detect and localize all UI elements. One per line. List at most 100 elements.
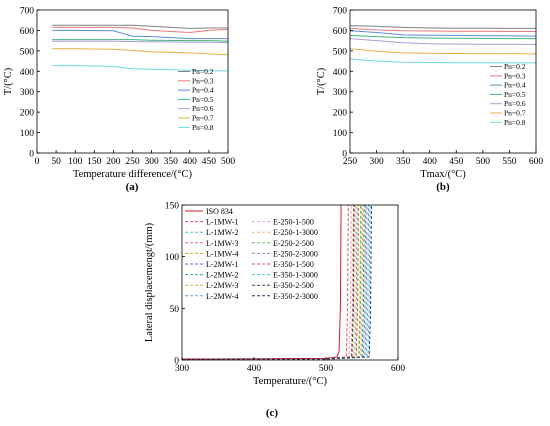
panel-a-series-line-4 [52, 39, 229, 42]
panel-b-legend-label: Pn=0.3 [504, 71, 526, 80]
panel-c-x-axis-title: Temperature/(°C) [253, 376, 328, 387]
panel-c-y-tick-label: 100 [165, 253, 180, 263]
panel-a-y-tick-label: 200 [20, 109, 35, 119]
panel-a-x-tick-label: 500 [221, 157, 236, 167]
panel-a-y-tick-label: 400 [20, 68, 35, 78]
panel-b-legend-label: Pn=0.7 [504, 109, 526, 118]
panel-c-legend-label: E-250-2-3000 [273, 249, 318, 258]
panel-a-legend-label: Pn=0.3 [192, 76, 214, 85]
panel-b-label: (b) [436, 181, 450, 193]
panel-c-y-tick-label: 0 [174, 357, 179, 367]
panel-a-x-tick-label: 0 [35, 157, 40, 167]
panel-a-x-tick-label: 200 [106, 157, 121, 167]
panel-b-plot-frame [349, 9, 537, 154]
panel-b-series-line-1 [349, 25, 536, 29]
panel-b-y-tick-label: 500 [333, 47, 348, 57]
panel-c-y-tick-label: 50 [170, 305, 180, 315]
panel-c-legend-label: E-250-2-500 [273, 239, 314, 248]
panel-a-y-tick-label: 700 [20, 7, 35, 17]
panel-c-y-axis-title: Lateral displacemengt/(mm) [144, 222, 155, 342]
panel-b-x-tick-label: 500 [476, 157, 491, 167]
panel-a-series-line-2 [52, 26, 229, 34]
panel-b-y-axis-title: T/(°C) [316, 67, 327, 95]
panel-a-y-tick-label: 0 [29, 150, 34, 160]
panel-a-y-axis-title: T/(°C) [3, 67, 14, 95]
panel-b-series-line-2 [349, 27, 536, 32]
panel-c-series-line-17 [181, 204, 372, 360]
panel-a-legend-label: Pn=0.4 [192, 86, 214, 95]
panel-a-legend-label: Pn=0.8 [192, 123, 214, 132]
panel-b-series-line-7 [349, 58, 536, 64]
panel-c-legend-label: E-350-1-500 [273, 260, 314, 269]
panel-c-label: (c) [266, 407, 279, 419]
panel-c-legend-label: L-1MW-3 [206, 239, 238, 248]
panel-c-legend-label: L-1MW-1 [206, 218, 238, 227]
panel-b-y-tick-label: 0 [342, 150, 347, 160]
panel-c-x-tick-label: 500 [319, 364, 334, 374]
panel-a-x-tick-label: 350 [164, 157, 179, 167]
panel-b-y-tick-label: 300 [333, 88, 348, 98]
panel-b-series-line-3 [349, 30, 537, 37]
panel-c-legend-label: E-350-1-3000 [273, 271, 318, 280]
panel-b-y-tick-label: 700 [333, 7, 348, 17]
panel-a-series-line-3 [52, 29, 228, 40]
panel-b-x-tick-label: 250 [343, 157, 358, 167]
panel-b-x-tick-label: 450 [449, 157, 464, 167]
panel-a-x-tick-label: 50 [51, 157, 61, 167]
panel-a-series-line-6 [52, 48, 229, 56]
panel-b-y-tick-label: 200 [333, 109, 348, 119]
panel-c-legend-label: ISO 834 [206, 207, 233, 216]
panel-c-legend-label: L-1MW-2 [206, 228, 238, 237]
panel-b-legend-label: Pn=0.4 [504, 81, 526, 90]
panel-c-legend-label: E-350-2-500 [273, 281, 314, 290]
panel-a-legend-label: Pn=0.6 [192, 104, 214, 113]
panel-b-x-tick-label: 600 [529, 157, 544, 167]
panel-b-x-tick-label: 550 [502, 157, 517, 167]
panel-b-x-tick-label: 350 [396, 157, 411, 167]
panel-b-legend-label: Pn=0.2 [504, 62, 526, 71]
panel-c-legend-label: L-2MW-3 [206, 281, 238, 290]
panel-b-legend-label: Pn=0.5 [504, 90, 526, 99]
panel-c-plot-frame [181, 204, 399, 361]
panel-b-y-tick-label: 600 [333, 27, 348, 37]
panel-a-y-tick-label: 100 [20, 129, 35, 139]
panel-c-legend-label: L-2MW-1 [206, 260, 238, 269]
panel-a-series-line-7 [52, 65, 229, 72]
panel-b-x-axis-title: Tmax/(°C) [420, 169, 466, 180]
panel-b-series-line-4 [349, 35, 536, 40]
panel-c-y-tick-label: 150 [165, 202, 180, 212]
panel-c-x-tick-label: 400 [247, 364, 262, 374]
panel-b-y-tick-label: 100 [333, 129, 348, 139]
panel-c-series-line-1 [181, 204, 342, 360]
panel-a-x-tick-label: 250 [125, 157, 140, 167]
panel-a-x-tick-label: 150 [87, 157, 102, 167]
panel-c-x-tick-label: 600 [391, 364, 406, 374]
panel-c-legend-label: L-2MW-4 [206, 292, 238, 301]
panel-b-x-tick-label: 400 [423, 157, 438, 167]
panel-a-label: (a) [126, 181, 139, 193]
panel-a-series-line-5 [52, 40, 229, 43]
panel-a-x-tick-label: 400 [183, 157, 198, 167]
panel-c-legend-label: L-1MW-4 [206, 249, 238, 258]
panel-c-x-tick-label: 300 [175, 364, 190, 374]
panel-c-legend-label: E-250-1-3000 [273, 228, 318, 237]
panel-b-y-tick-label: 400 [333, 68, 348, 78]
panel-c-legend-label: E-250-1-500 [273, 218, 314, 227]
panel-b-legend-label: Pn=0.6 [504, 99, 526, 108]
panel-a-x-axis-title: Temperature difference/(°C) [73, 169, 193, 180]
panel-a-x-tick-label: 100 [68, 157, 83, 167]
panel-a-legend-label: Pn=0.5 [192, 95, 214, 104]
panel-a-x-tick-label: 450 [202, 157, 217, 167]
panel-a-legend-label: Pn=0.2 [192, 67, 214, 76]
panel-b-series-line-6 [349, 48, 537, 55]
panel-b-legend-label: Pn=0.8 [504, 118, 526, 127]
panel-a-y-tick-label: 600 [20, 27, 35, 37]
panel-b-series-line-5 [349, 38, 537, 45]
panel-c-legend-label: E-350-2-3000 [273, 292, 318, 301]
panel-a-legend-label: Pn=0.7 [192, 114, 214, 123]
panel-a-x-tick-label: 300 [144, 157, 159, 167]
panel-a-y-tick-label: 500 [20, 47, 35, 57]
panel-c-legend-label: L-2MW-2 [206, 271, 238, 280]
panel-a-y-tick-label: 300 [20, 88, 35, 98]
panel-b-x-tick-label: 300 [369, 157, 384, 167]
